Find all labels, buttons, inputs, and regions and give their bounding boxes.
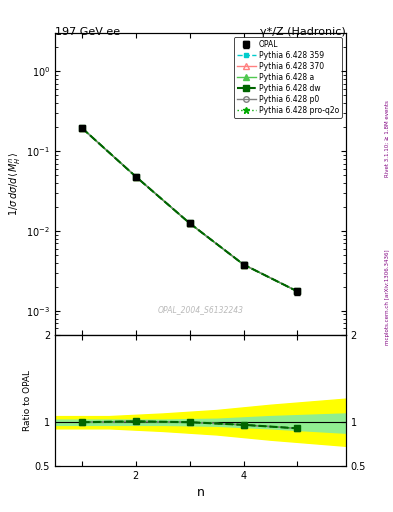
Pythia 6.428 370	[134, 174, 138, 180]
Pythia 6.428 p0	[80, 125, 84, 131]
Pythia 6.428 pro-q2o	[295, 288, 300, 294]
Pythia 6.428 dw	[134, 174, 138, 180]
Pythia 6.428 dw	[241, 262, 246, 268]
Line: Pythia 6.428 p0: Pythia 6.428 p0	[79, 125, 300, 294]
Pythia 6.428 p0	[187, 220, 192, 226]
Y-axis label: Ratio to OPAL: Ratio to OPAL	[23, 370, 32, 431]
Line: Pythia 6.428 359: Pythia 6.428 359	[79, 125, 300, 294]
Text: OPAL_2004_S6132243: OPAL_2004_S6132243	[158, 305, 243, 314]
Line: Pythia 6.428 a: Pythia 6.428 a	[79, 125, 300, 294]
Text: mcplots.cern.ch [arXiv:1306.3436]: mcplots.cern.ch [arXiv:1306.3436]	[385, 249, 390, 345]
Pythia 6.428 a	[80, 125, 84, 131]
Pythia 6.428 370	[187, 220, 192, 226]
Pythia 6.428 dw	[295, 288, 300, 294]
Pythia 6.428 359	[241, 262, 246, 268]
Pythia 6.428 370	[295, 288, 300, 294]
Pythia 6.428 pro-q2o	[187, 220, 192, 226]
Pythia 6.428 370	[80, 125, 84, 131]
Pythia 6.428 p0	[295, 288, 300, 294]
Pythia 6.428 p0	[241, 262, 246, 268]
Pythia 6.428 p0	[134, 174, 138, 180]
Pythia 6.428 359	[187, 220, 192, 226]
Pythia 6.428 pro-q2o	[80, 125, 84, 131]
Pythia 6.428 dw	[187, 220, 192, 226]
Line: Pythia 6.428 pro-q2o: Pythia 6.428 pro-q2o	[79, 124, 301, 295]
Pythia 6.428 359	[80, 125, 84, 131]
X-axis label: n: n	[196, 486, 204, 499]
Text: Rivet 3.1.10; ≥ 1.8M events: Rivet 3.1.10; ≥ 1.8M events	[385, 100, 390, 177]
Legend: OPAL, Pythia 6.428 359, Pythia 6.428 370, Pythia 6.428 a, Pythia 6.428 dw, Pythi: OPAL, Pythia 6.428 359, Pythia 6.428 370…	[233, 37, 342, 118]
Text: γ*/Z (Hadronic): γ*/Z (Hadronic)	[260, 27, 346, 37]
Pythia 6.428 pro-q2o	[134, 174, 138, 180]
Line: Pythia 6.428 dw: Pythia 6.428 dw	[79, 125, 300, 294]
Pythia 6.428 pro-q2o	[241, 262, 246, 268]
Pythia 6.428 370	[241, 262, 246, 268]
Y-axis label: $1/\sigma\,d\sigma/d\langle\, M_H^n\,\rangle$: $1/\sigma\,d\sigma/d\langle\, M_H^n\,\ra…	[8, 152, 24, 217]
Pythia 6.428 359	[134, 174, 138, 180]
Pythia 6.428 a	[134, 174, 138, 180]
Text: 197 GeV ee: 197 GeV ee	[55, 27, 120, 37]
Pythia 6.428 a	[295, 288, 300, 294]
Pythia 6.428 a	[241, 262, 246, 268]
Line: Pythia 6.428 370: Pythia 6.428 370	[79, 125, 300, 294]
Pythia 6.428 dw	[80, 125, 84, 131]
Pythia 6.428 359	[295, 288, 300, 294]
Pythia 6.428 a	[187, 220, 192, 226]
